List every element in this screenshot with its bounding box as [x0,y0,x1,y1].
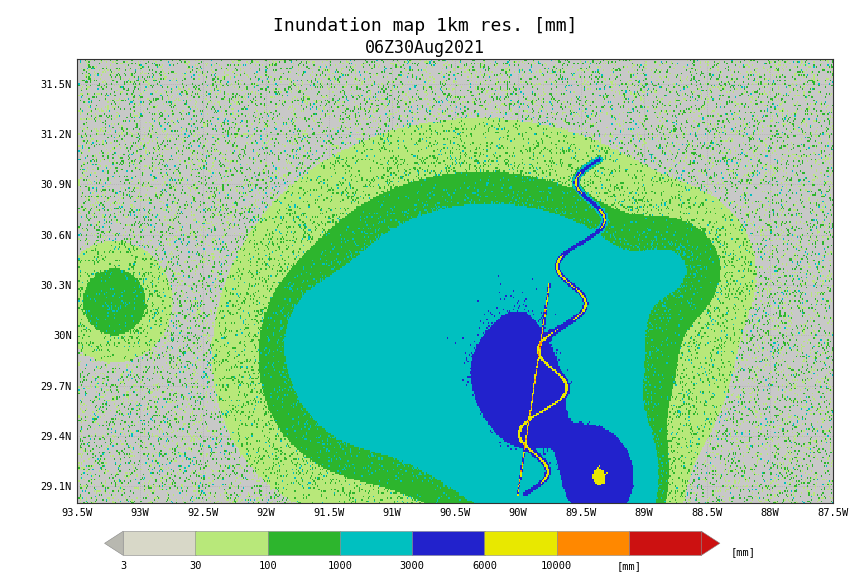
Text: [mm]: [mm] [730,546,755,557]
Bar [196,531,268,555]
Bar [340,531,412,555]
Bar [268,531,340,555]
Text: 06Z30Aug2021: 06Z30Aug2021 [365,39,485,57]
Bar [629,531,701,555]
Text: 10000: 10000 [541,561,572,571]
Text: 3: 3 [120,561,127,571]
Text: 6000: 6000 [472,561,497,571]
Text: 3000: 3000 [400,561,425,571]
Bar [123,531,196,555]
Text: Inundation map 1km res. [mm]: Inundation map 1km res. [mm] [273,18,577,35]
Bar [557,531,629,555]
Polygon shape [701,531,720,555]
Text: 1000: 1000 [327,561,353,571]
Polygon shape [105,531,123,555]
Text: [mm]: [mm] [616,561,642,571]
Bar [484,531,557,555]
Text: 30: 30 [190,561,201,571]
Text: 100: 100 [258,561,277,571]
Bar [412,531,484,555]
